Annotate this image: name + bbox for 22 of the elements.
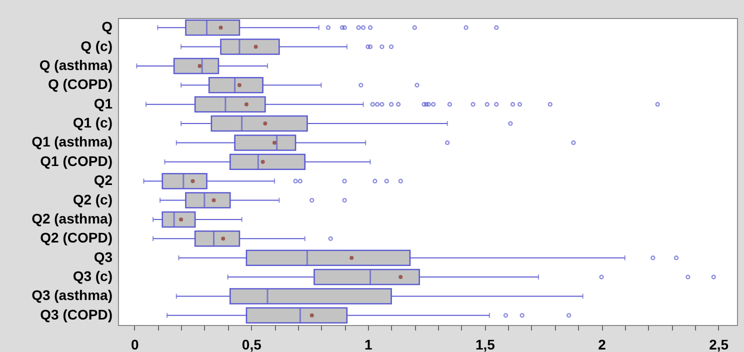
y-tick-label: Q3 bbox=[94, 248, 113, 265]
x-tick-label: 0,5 bbox=[242, 336, 262, 352]
y-tick-label: Q3 (c) bbox=[72, 268, 112, 284]
x-tick-label: 0 bbox=[130, 336, 139, 352]
y-tick-label: Q3 (COPD) bbox=[40, 306, 112, 322]
y-tick-label: Q2 (asthma) bbox=[32, 210, 112, 226]
x-tick-label: 1,5 bbox=[475, 336, 496, 352]
y-tick-label: Q2 (COPD) bbox=[40, 230, 112, 246]
y-tick-label: Q bbox=[102, 18, 113, 35]
y-tick-label: Q (c) bbox=[80, 38, 112, 54]
x-tick-label: 1 bbox=[364, 336, 373, 352]
y-tick-label: Q (asthma) bbox=[39, 56, 112, 73]
y-tick-label: Q3 (asthma) bbox=[32, 287, 112, 304]
y-tick-label: Q1 (asthma) bbox=[32, 134, 112, 150]
y-tick-label: Q1 (c) bbox=[72, 114, 112, 131]
y-tick-label: Q1 bbox=[94, 95, 113, 112]
y-tick-label: Q2 (c) bbox=[72, 191, 112, 208]
x-tick-label: 2 bbox=[598, 336, 606, 352]
x-tick-label: 2,5 bbox=[709, 336, 729, 352]
y-tick-label: Q2 bbox=[94, 172, 113, 188]
y-tick-label: Q1 (COPD) bbox=[40, 152, 112, 169]
y-tick-label: Q (COPD) bbox=[48, 76, 112, 92]
